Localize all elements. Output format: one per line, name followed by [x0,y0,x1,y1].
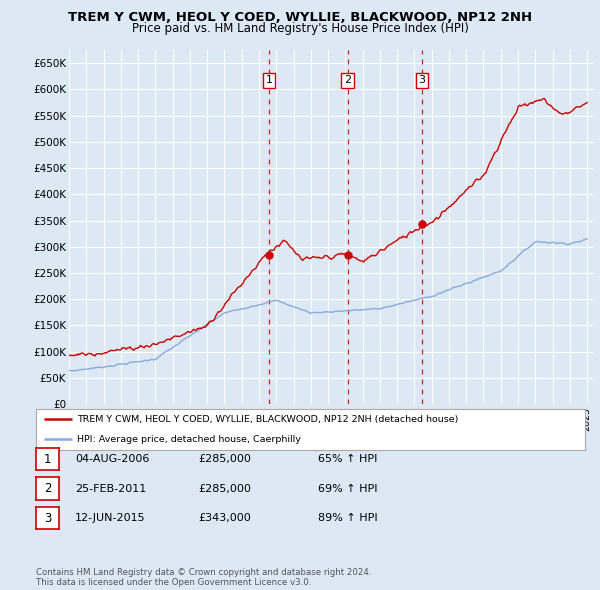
Text: £285,000: £285,000 [198,454,251,464]
Text: 25-FEB-2011: 25-FEB-2011 [75,484,146,493]
Text: 89% ↑ HPI: 89% ↑ HPI [318,513,377,523]
Text: 2: 2 [44,482,51,495]
Text: HPI: Average price, detached house, Caerphilly: HPI: Average price, detached house, Caer… [77,435,301,444]
Text: TREM Y CWM, HEOL Y COED, WYLLIE, BLACKWOOD, NP12 2NH (detached house): TREM Y CWM, HEOL Y COED, WYLLIE, BLACKWO… [77,415,458,424]
Text: £343,000: £343,000 [198,513,251,523]
Text: £285,000: £285,000 [198,484,251,493]
Text: 1: 1 [44,453,51,466]
Text: 1: 1 [266,76,272,86]
Text: 65% ↑ HPI: 65% ↑ HPI [318,454,377,464]
Text: 3: 3 [419,76,425,86]
Text: Price paid vs. HM Land Registry's House Price Index (HPI): Price paid vs. HM Land Registry's House … [131,22,469,35]
Text: 3: 3 [44,512,51,525]
Text: 04-AUG-2006: 04-AUG-2006 [75,454,149,464]
Text: 12-JUN-2015: 12-JUN-2015 [75,513,146,523]
Text: TREM Y CWM, HEOL Y COED, WYLLIE, BLACKWOOD, NP12 2NH: TREM Y CWM, HEOL Y COED, WYLLIE, BLACKWO… [68,11,532,24]
Text: Contains HM Land Registry data © Crown copyright and database right 2024.
This d: Contains HM Land Registry data © Crown c… [36,568,371,587]
Text: 69% ↑ HPI: 69% ↑ HPI [318,484,377,493]
Text: 2: 2 [344,76,352,86]
